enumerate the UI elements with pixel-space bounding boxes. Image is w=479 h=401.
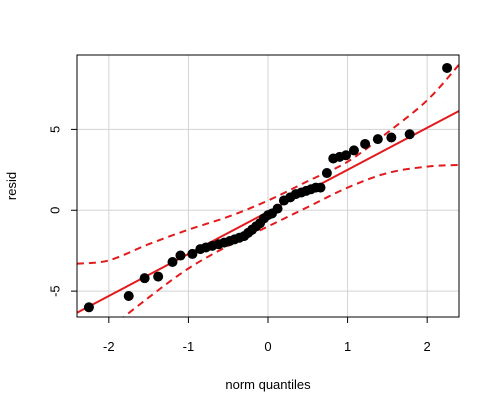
data-point [321,168,332,179]
x-tick-label: 1 [344,339,351,354]
data-point [167,257,178,268]
data-point [272,203,283,214]
data-point [404,129,415,140]
data-point [123,290,134,301]
x-tick-label: -2 [103,339,115,354]
confidence-band [77,64,459,317]
data-point [360,138,371,149]
x-tick-label: 0 [264,339,271,354]
y-tick-label: 0 [48,207,63,214]
data-point [139,273,150,284]
data-point [386,132,397,143]
data-point [83,302,94,313]
y-axis: -5 0 5 [48,126,77,297]
data-point [348,145,359,156]
y-axis-title: resid [4,172,19,200]
data-points [83,62,453,313]
grid [77,55,459,317]
x-tick-label: 2 [424,339,431,354]
data-point [175,250,186,261]
data-point [187,248,198,259]
y-tick-label: 5 [48,126,63,133]
confidence-upper-line [77,64,459,265]
data-point [315,182,326,193]
data-point [372,134,383,145]
data-point [153,271,164,282]
data-point [340,150,351,161]
x-tick-label: -1 [183,339,195,354]
x-axis-title: norm quantiles [225,377,311,392]
x-axis: -2 -1 0 1 2 [103,317,431,354]
data-point [442,62,453,73]
y-tick-label: -5 [48,285,63,297]
